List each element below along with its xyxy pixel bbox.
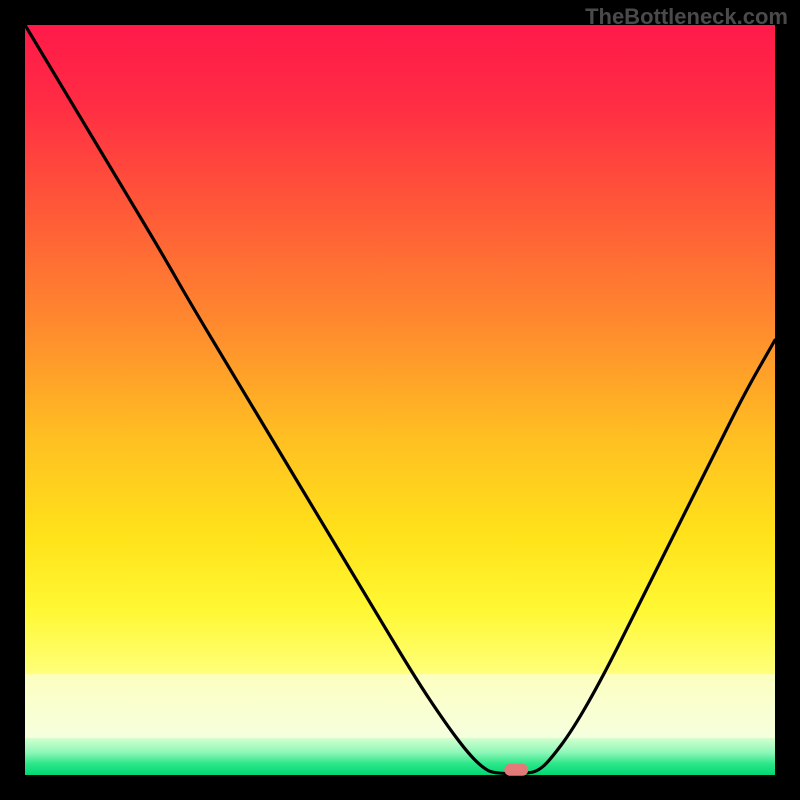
watermark-text: TheBottleneck.com	[585, 4, 788, 30]
optimal-marker	[504, 764, 528, 776]
chart-background	[25, 25, 775, 775]
bottleneck-chart	[0, 0, 800, 800]
